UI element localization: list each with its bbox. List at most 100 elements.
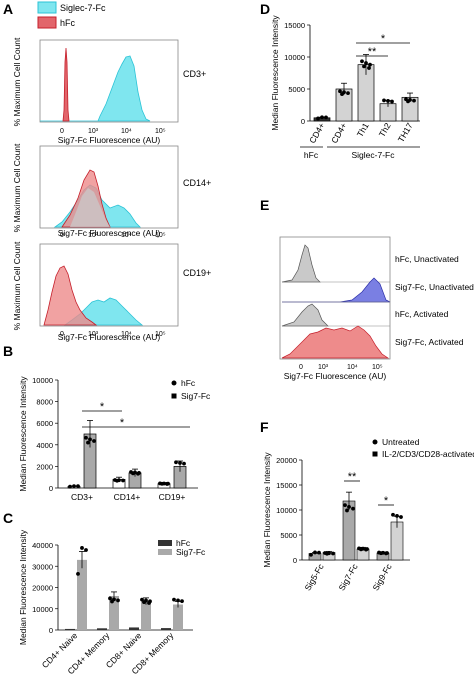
x-tick-label-f: Sig7-Fc bbox=[336, 561, 360, 592]
x-tick-0-cd3: 0 bbox=[60, 128, 64, 135]
x-tick-2-e: 10⁴ bbox=[347, 364, 358, 371]
legend-label-b-sig7: Sig7-Fc bbox=[181, 391, 211, 401]
x-tick-1-e: 10³ bbox=[318, 364, 329, 371]
histogram-label-cd14: CD14+ bbox=[183, 178, 211, 188]
y-tick-label-c: 30000 bbox=[32, 562, 53, 571]
y-tick-label-d: 0 bbox=[301, 117, 305, 126]
x-axis-label-cd3: Sig7-Fc Fluorescence (AU) bbox=[58, 135, 161, 145]
data-point-f bbox=[359, 547, 363, 552]
y-tick-label-c: 40000 bbox=[32, 541, 53, 550]
significance-mark-b-1: * bbox=[100, 401, 105, 413]
panel-letter-e: E bbox=[260, 197, 269, 213]
row-label-e-2: hFc, Activated bbox=[395, 309, 449, 319]
data-point-f bbox=[347, 505, 351, 509]
data-point-b bbox=[121, 478, 125, 483]
data-point-c bbox=[116, 598, 120, 603]
x-tick-label-f: Sig5-Fc bbox=[302, 561, 326, 592]
y-tick-label-f: 0 bbox=[293, 556, 297, 565]
panel-letter-d: D bbox=[260, 1, 270, 17]
x-tick-label-f: Sig9-Fc bbox=[370, 561, 394, 592]
data-point-b bbox=[160, 481, 164, 486]
y-tick-label-c: 20000 bbox=[32, 584, 53, 593]
data-point-b bbox=[182, 461, 186, 466]
row-label-e-3: Sig7-Fc, Activated bbox=[395, 337, 464, 347]
data-point-c bbox=[76, 572, 80, 576]
legend-swatch-siglec bbox=[37, 1, 57, 14]
legend-label-b-hfc: hFc bbox=[181, 378, 196, 388]
legend-label-siglec: Siglec-7-Fc bbox=[60, 3, 106, 13]
panel-a: Siglec-7-Fc hFc CD3+ 0 10³ 10⁴ 10⁵ Sig7-… bbox=[12, 1, 211, 342]
x-tick-label-d: TH17 bbox=[396, 121, 415, 144]
data-point-d bbox=[382, 98, 386, 103]
x-tick-3-cd14: 10⁵ bbox=[155, 232, 166, 239]
x-tick-0-cd19: 0 bbox=[60, 331, 64, 338]
panel-letter-f: F bbox=[260, 419, 269, 435]
data-point-c bbox=[84, 548, 88, 552]
data-point-b bbox=[131, 471, 135, 476]
data-point-f bbox=[391, 512, 395, 517]
significance-mark-d-1: ** bbox=[368, 46, 377, 58]
x-axis-label-cd19: Sig7-Fc Fluorescence (AU) bbox=[58, 332, 161, 342]
data-point-c bbox=[110, 599, 114, 604]
x-tick-label-d: Th1 bbox=[355, 121, 371, 139]
legend-marker-b-sig7 bbox=[171, 393, 177, 399]
y-axis-label-a3: % Maximum Cell Count bbox=[12, 241, 22, 330]
data-point-d bbox=[340, 92, 344, 97]
y-tick-label-b: 10000 bbox=[32, 376, 53, 385]
data-point-b bbox=[174, 460, 178, 465]
data-point-d bbox=[320, 115, 324, 120]
legend-label-hfc: hFc bbox=[60, 18, 76, 28]
y-axis-label-b: Median Fluorescence Intensity bbox=[18, 376, 28, 492]
data-point-f bbox=[384, 551, 388, 556]
x-tick-3-cd3: 10⁵ bbox=[155, 128, 166, 135]
data-point-f bbox=[331, 551, 335, 556]
x-tick-label-d: CD4+ bbox=[307, 121, 327, 145]
histogram-siglec-cd3 bbox=[40, 55, 151, 122]
bar-c-hFc bbox=[161, 628, 171, 630]
bar-c-hFc bbox=[65, 628, 75, 630]
data-point-d bbox=[316, 116, 320, 121]
y-tick-label-d: 15000 bbox=[284, 21, 305, 30]
data-point-d bbox=[368, 62, 372, 67]
data-point-b bbox=[136, 471, 140, 476]
panel-e: hFc, Unactivated Sig7-Fc, Unactivated hF… bbox=[279, 236, 474, 381]
bar-c-Sig7-Fc bbox=[109, 596, 119, 630]
data-point-b bbox=[76, 484, 80, 489]
y-tick-label-f: 20000 bbox=[276, 456, 297, 465]
data-point-d bbox=[338, 89, 342, 94]
y-tick-label-d: 10000 bbox=[284, 53, 305, 62]
histogram-label-cd19: CD19+ bbox=[183, 268, 211, 278]
y-tick-label-f: 5000 bbox=[280, 531, 297, 540]
group-label-d-siglec: Siglec-7-Fc bbox=[352, 150, 396, 160]
data-point-d bbox=[364, 61, 368, 65]
panel-letter-b: B bbox=[3, 343, 13, 359]
bar-c-Sig7-Fc bbox=[173, 604, 183, 630]
data-point-b bbox=[92, 439, 96, 443]
data-point-f bbox=[395, 514, 399, 518]
legend-label-f-untreated: Untreated bbox=[382, 437, 420, 447]
y-axis-label-a2: % Maximum Cell Count bbox=[12, 143, 22, 232]
data-point-b bbox=[72, 484, 76, 489]
x-tick-3-e: 10⁵ bbox=[372, 364, 383, 371]
legend-swatch-c-sig7 bbox=[158, 549, 172, 555]
data-point-c bbox=[180, 599, 184, 604]
data-point-f bbox=[379, 551, 383, 556]
histogram-overlap-cd14 bbox=[70, 188, 110, 227]
x-axis-label-cd14: Sig7-Fc Fluorescence (AU) bbox=[58, 228, 161, 238]
x-tick-1-cd14: 10³ bbox=[88, 232, 99, 239]
data-point-f bbox=[325, 551, 329, 556]
x-tick-3-cd19: 10⁵ bbox=[155, 331, 166, 338]
data-point-d bbox=[367, 66, 371, 70]
y-tick-label-f: 10000 bbox=[276, 506, 297, 515]
data-point-b bbox=[178, 461, 182, 465]
data-point-f bbox=[309, 552, 313, 557]
y-tick-label-b: 6000 bbox=[36, 419, 53, 428]
x-tick-0-e: 0 bbox=[299, 364, 303, 371]
data-point-f bbox=[345, 508, 349, 513]
histogram-e-sig7-unactivated bbox=[282, 277, 391, 303]
legend-marker-f-untreated bbox=[372, 439, 378, 445]
x-tick-0-cd14: 0 bbox=[60, 232, 64, 239]
histogram-e-hfc-activated bbox=[281, 303, 329, 327]
y-tick-label-b: 0 bbox=[49, 484, 53, 493]
